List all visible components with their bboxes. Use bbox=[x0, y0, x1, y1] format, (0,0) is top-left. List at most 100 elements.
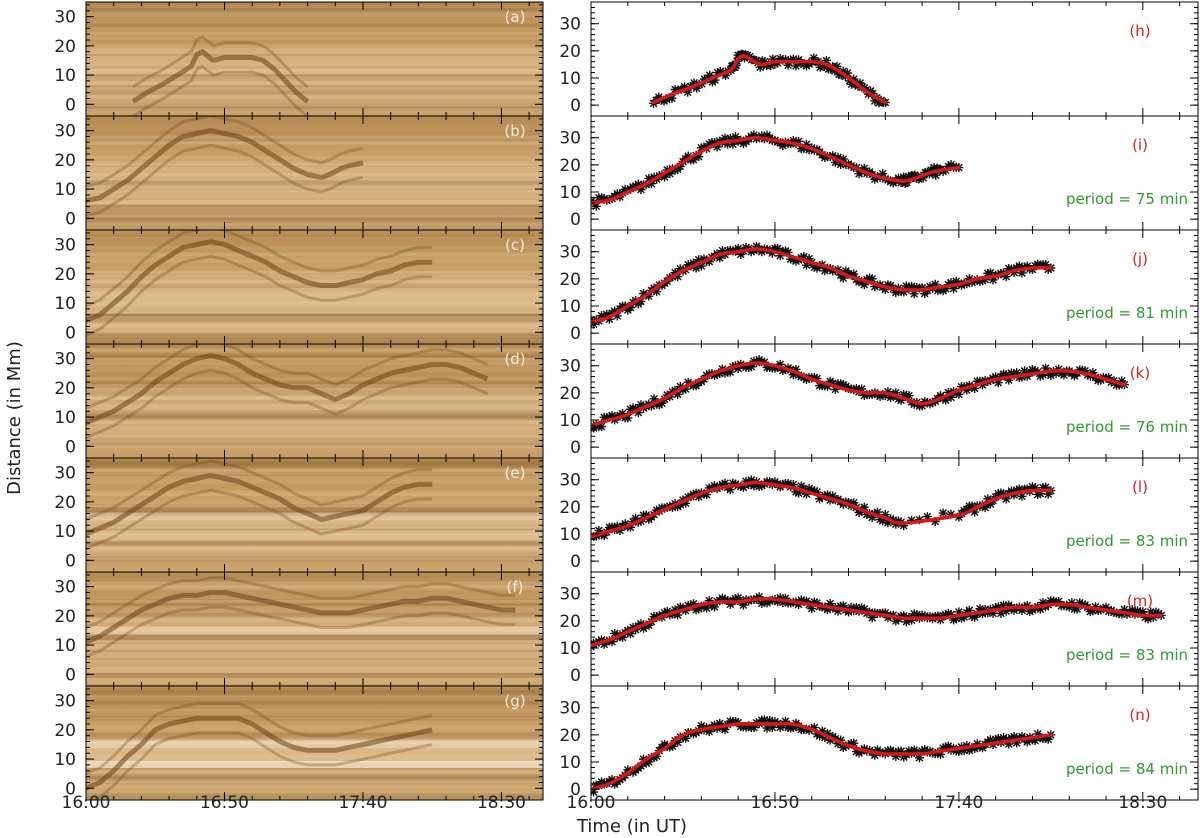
data-point bbox=[636, 296, 646, 306]
map-ridge bbox=[86, 590, 516, 645]
data-point bbox=[1088, 368, 1098, 378]
data-point bbox=[721, 71, 731, 81]
data-point bbox=[688, 258, 698, 268]
data-point bbox=[755, 62, 765, 72]
data-point bbox=[746, 475, 756, 485]
data-point bbox=[899, 172, 909, 182]
data-point bbox=[878, 169, 888, 179]
data-point bbox=[725, 367, 735, 377]
y-tick-label: 10 bbox=[559, 69, 581, 89]
data-point bbox=[691, 263, 701, 273]
data-point bbox=[1001, 370, 1011, 380]
data-point bbox=[631, 513, 641, 523]
data-point bbox=[809, 597, 819, 607]
y-tick-label: 0 bbox=[570, 666, 581, 686]
data-point bbox=[912, 609, 922, 619]
data-point bbox=[788, 479, 798, 489]
data-point bbox=[991, 372, 1001, 382]
data-point bbox=[667, 93, 677, 103]
fit-frame bbox=[590, 1, 1199, 117]
data-point bbox=[836, 735, 846, 745]
data-point bbox=[1080, 366, 1090, 376]
data-point bbox=[880, 285, 890, 295]
map-panel: 0 10 20 30 (f) bbox=[54, 571, 544, 687]
data-point bbox=[883, 280, 893, 290]
data-point bbox=[893, 173, 903, 183]
data-point bbox=[1035, 371, 1045, 381]
data-point bbox=[780, 716, 790, 726]
data-point bbox=[842, 68, 852, 78]
y-tick-label: 30 bbox=[559, 243, 581, 263]
map-panel: 0 10 20 30 (d) bbox=[54, 343, 544, 459]
y-tick-label: 10 bbox=[559, 183, 581, 203]
data-point bbox=[809, 722, 819, 732]
data-point bbox=[644, 620, 654, 630]
data-point bbox=[943, 387, 953, 397]
data-point bbox=[922, 512, 932, 522]
period-annotation: period = 81 min bbox=[1066, 304, 1188, 322]
period-annotation: period = 83 min bbox=[1066, 646, 1188, 664]
data-point bbox=[949, 284, 959, 294]
data-point bbox=[964, 605, 974, 615]
data-point bbox=[717, 593, 727, 603]
period-annotation: period = 84 min bbox=[1066, 760, 1188, 778]
data-point bbox=[623, 413, 633, 423]
data-point bbox=[633, 408, 643, 418]
y-axis-title: Distance (in Mm) bbox=[4, 341, 25, 495]
data-point bbox=[715, 368, 725, 378]
data-point bbox=[710, 75, 720, 85]
data-point bbox=[1059, 370, 1069, 380]
data-point bbox=[967, 611, 977, 621]
data-point bbox=[775, 251, 785, 261]
data-point bbox=[935, 615, 945, 625]
data-point bbox=[773, 597, 783, 607]
data-point bbox=[815, 731, 825, 741]
y-tick-label: 0 bbox=[65, 437, 76, 457]
data-point bbox=[993, 378, 1003, 388]
data-point bbox=[838, 273, 848, 283]
data-point bbox=[980, 503, 990, 513]
y-tick-label: 10 bbox=[559, 297, 581, 317]
data-point bbox=[888, 747, 898, 757]
data-point bbox=[670, 268, 680, 278]
data-point bbox=[612, 521, 622, 531]
data-point bbox=[1001, 734, 1011, 744]
map-panel: 0 10 20 30 (e) bbox=[54, 457, 544, 573]
data-point bbox=[817, 726, 827, 736]
data-point bbox=[849, 498, 859, 508]
y-tick-label: 0 bbox=[570, 552, 581, 572]
map-ticks bbox=[85, 572, 543, 686]
data-point bbox=[1041, 733, 1051, 743]
data-point bbox=[985, 268, 995, 278]
data-point bbox=[738, 600, 748, 610]
data-point bbox=[683, 151, 693, 161]
data-point bbox=[878, 516, 888, 526]
data-point bbox=[849, 269, 859, 279]
x-tick-label: 17:40 bbox=[338, 793, 387, 813]
data-point bbox=[731, 132, 741, 142]
map-panel: 0 10 20 30 (c) bbox=[54, 229, 544, 345]
data-point bbox=[988, 275, 998, 285]
data-point bbox=[1146, 607, 1156, 617]
data-point bbox=[999, 600, 1009, 610]
data-point bbox=[746, 362, 756, 372]
y-tick-label: 20 bbox=[54, 493, 76, 513]
map-background bbox=[86, 116, 543, 230]
data-point bbox=[1104, 373, 1114, 383]
data-point bbox=[809, 486, 819, 496]
data-point bbox=[862, 275, 872, 285]
data-point bbox=[1143, 614, 1153, 624]
data-point bbox=[838, 743, 848, 753]
data-point bbox=[762, 723, 772, 733]
data-point bbox=[799, 59, 809, 69]
y-tick-label: 20 bbox=[559, 726, 581, 746]
y-tick-label: 10 bbox=[559, 525, 581, 545]
data-point bbox=[683, 260, 693, 270]
data-point bbox=[893, 394, 903, 404]
data-point bbox=[1001, 606, 1011, 616]
y-tick-label: 0 bbox=[570, 438, 581, 458]
data-point bbox=[717, 479, 727, 489]
y-tick-label: 0 bbox=[65, 209, 76, 229]
data-point bbox=[715, 253, 725, 263]
data-point bbox=[597, 311, 607, 321]
